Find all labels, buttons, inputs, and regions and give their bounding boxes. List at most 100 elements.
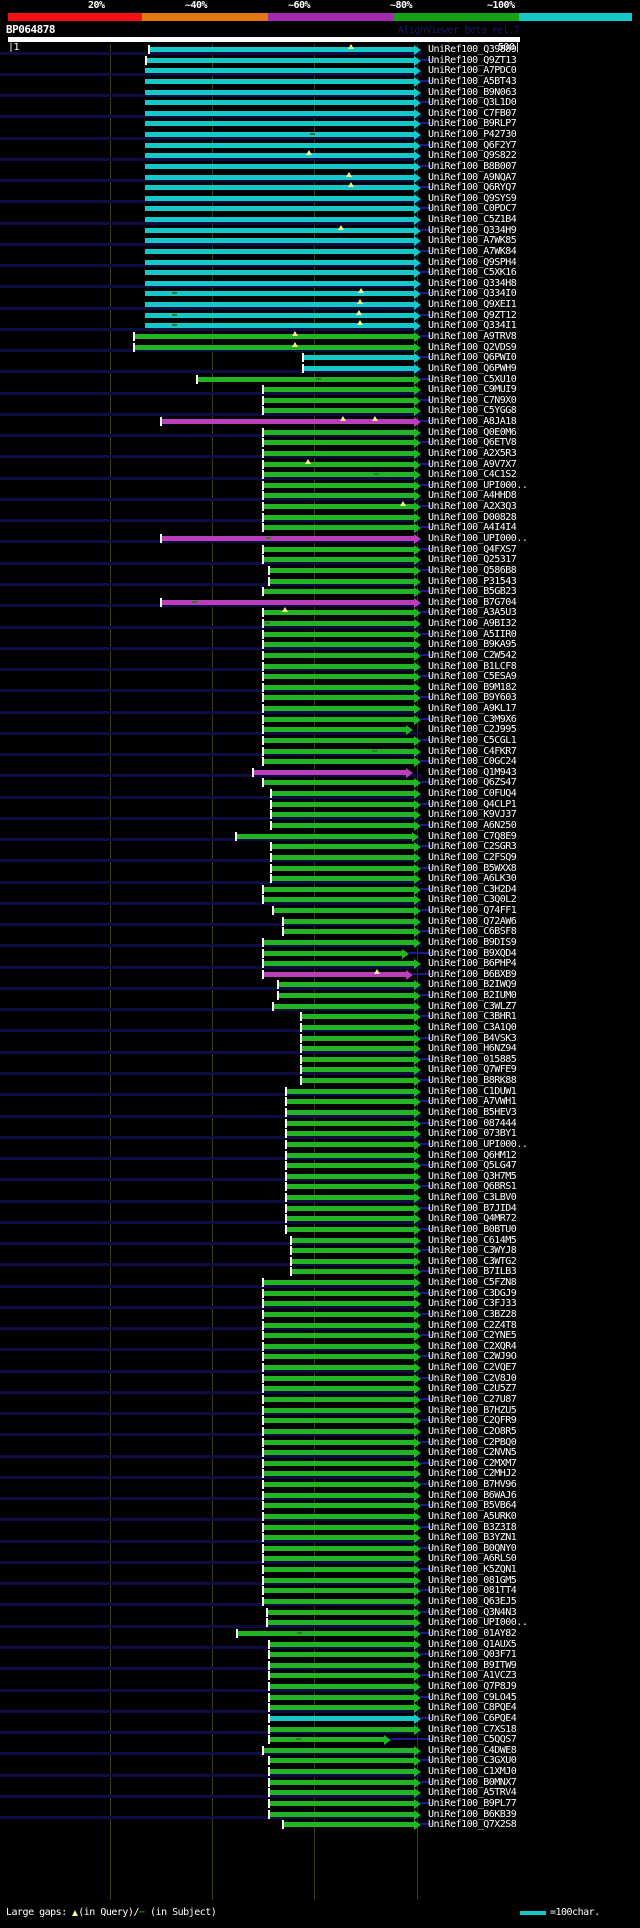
hit-label[interactable]: UniRef100_Q334H8 xyxy=(428,277,517,289)
alignment-row[interactable]: UniRef100_087444 xyxy=(0,1118,640,1129)
hit-bar[interactable] xyxy=(285,1195,414,1201)
hit-label[interactable]: UniRef100_C3A1Q0 xyxy=(428,1021,517,1033)
hit-label[interactable]: UniRef100_B3YZN1 xyxy=(428,1532,517,1544)
hit-bar[interactable] xyxy=(145,121,414,127)
hit-bar[interactable] xyxy=(268,1800,414,1806)
hit-label[interactable]: UniRef100_C7N9X0 xyxy=(428,394,517,406)
hit-label[interactable]: UniRef100_C4FKR7 xyxy=(428,745,517,757)
alignment-row[interactable]: UniRef100_C3BHR1 xyxy=(0,1011,640,1023)
hit-bar[interactable] xyxy=(145,68,414,74)
alignment-row[interactable]: UniRef100_P31543 xyxy=(0,576,640,587)
alignment-row[interactable]: UniRef100_C3A1Q0 xyxy=(0,1022,640,1033)
alignment-row[interactable]: UniRef100_A7WK85 xyxy=(0,235,640,247)
alignment-row[interactable]: UniRef100_B9KA95 xyxy=(0,639,640,651)
hit-bar[interactable] xyxy=(262,748,414,754)
alignment-row[interactable]: UniRef100_Q6BRS1 xyxy=(0,1181,640,1193)
hit-label[interactable]: UniRef100_C7Q8E9 xyxy=(428,830,517,842)
alignment-row[interactable]: UniRef100_B9XQD4 xyxy=(0,948,640,959)
alignment-row[interactable]: UniRef100_Q7WFE9 xyxy=(0,1064,640,1076)
hit-label[interactable]: UniRef100_A7WK85 xyxy=(428,235,517,247)
alignment-row[interactable]: UniRef100_Q39889 xyxy=(0,44,640,55)
alignment-row[interactable]: UniRef100_C3Q0L2 xyxy=(0,894,640,906)
alignment-row[interactable]: UniRef100_A6RLS0 xyxy=(0,1553,640,1565)
hit-label[interactable]: UniRef100_H6NZ94 xyxy=(428,1043,517,1055)
hit-label[interactable]: UniRef100_B4VSK3 xyxy=(428,1032,517,1044)
hit-label[interactable]: UniRef100_A1VCZ3 xyxy=(428,1670,517,1682)
hit-label[interactable]: UniRef100_C3WLZ7 xyxy=(428,1000,517,1012)
hit-label[interactable]: UniRef100_Q9ZT13 xyxy=(428,54,517,66)
hit-label[interactable]: UniRef100_A7PDC0 xyxy=(428,65,517,77)
alignment-row[interactable]: UniRef100_K9VJ37 xyxy=(0,809,640,821)
hit-bar[interactable] xyxy=(160,419,414,425)
hit-label[interactable]: UniRef100_C2SGR3 xyxy=(428,841,517,853)
hit-label[interactable]: UniRef100_Q4FXS7 xyxy=(428,543,517,555)
hit-bar[interactable] xyxy=(300,1078,414,1084)
hit-bar[interactable] xyxy=(268,1726,414,1732)
hit-label[interactable]: UniRef100_B6WAJ6 xyxy=(428,1489,517,1501)
hit-label[interactable]: UniRef100_Q0E0M6 xyxy=(428,426,517,438)
hit-label[interactable]: UniRef100_C2FSQ9 xyxy=(428,851,517,863)
hit-label[interactable]: UniRef100_C1XMJ0 xyxy=(428,1766,517,1778)
hit-label[interactable]: UniRef100_Q7X2S8 xyxy=(428,1819,517,1831)
hit-label[interactable]: UniRef100_A5IIR0 xyxy=(428,628,517,640)
alignment-row[interactable]: UniRef100_C7XS18 xyxy=(0,1724,640,1735)
hit-bar[interactable] xyxy=(270,865,414,871)
hit-bar[interactable] xyxy=(262,1567,414,1573)
hit-bar[interactable] xyxy=(145,302,414,308)
hit-label[interactable]: UniRef100_C3BZ28 xyxy=(428,1308,517,1320)
hit-label[interactable]: UniRef100_Q72AW6 xyxy=(428,915,517,927)
hit-label[interactable]: UniRef100_B0QNY0 xyxy=(428,1542,517,1554)
alignment-row[interactable]: UniRef100_B6PHP4 xyxy=(0,958,640,970)
alignment-row[interactable]: UniRef100_C3H2D4 xyxy=(0,884,640,895)
hit-label[interactable]: UniRef100_Q6PWI0 xyxy=(428,352,517,364)
hit-label[interactable]: UniRef100_K9VJ37 xyxy=(428,809,517,821)
hit-label[interactable]: UniRef100_B7ILB3 xyxy=(428,1266,517,1278)
hit-label[interactable]: UniRef100_081GM5 xyxy=(428,1574,517,1586)
alignment-row[interactable]: UniRef100_C2YNE5 xyxy=(0,1330,640,1342)
hit-bar[interactable] xyxy=(262,897,414,903)
alignment-row[interactable]: UniRef100_B5WXX8 xyxy=(0,863,640,874)
hit-bar[interactable] xyxy=(262,1354,414,1360)
alignment-row[interactable]: UniRef100_B6WAJ6 xyxy=(0,1490,640,1501)
hit-bar[interactable] xyxy=(277,982,414,988)
alignment-row[interactable]: UniRef100_Q7P8J9 xyxy=(0,1681,640,1693)
alignment-row[interactable]: UniRef100_Q6F2Y7 xyxy=(0,140,640,151)
alignment-row[interactable]: UniRef100_B1LCF8 xyxy=(0,661,640,672)
hit-bar[interactable] xyxy=(145,291,414,297)
hit-bar[interactable] xyxy=(148,47,414,52)
alignment-row[interactable]: UniRef100_A2X3Q3 xyxy=(0,501,640,513)
hit-bar[interactable] xyxy=(268,1652,414,1658)
hit-bar[interactable] xyxy=(262,429,414,435)
hit-bar[interactable] xyxy=(262,1280,414,1286)
hit-label[interactable]: UniRef100_Q9ZT12 xyxy=(428,309,517,321)
hit-bar[interactable] xyxy=(285,1152,414,1158)
hit-bar[interactable] xyxy=(270,812,414,818)
alignment-row[interactable]: UniRef100_Q72AW6 xyxy=(0,916,640,927)
hit-label[interactable]: UniRef100_A6LK30 xyxy=(428,873,517,885)
alignment-row[interactable]: UniRef100_B0MNX7 xyxy=(0,1777,640,1788)
alignment-row[interactable]: UniRef100_A4HHD8 xyxy=(0,490,640,502)
alignment-row[interactable]: UniRef100_B6BXB9 xyxy=(0,968,640,980)
alignment-row[interactable]: UniRef100_C5XU10 xyxy=(0,374,640,385)
hit-bar[interactable] xyxy=(285,1184,414,1190)
hit-bar[interactable] xyxy=(262,1322,414,1328)
hit-label[interactable]: UniRef100_Q3L1D0 xyxy=(428,97,517,109)
hit-bar[interactable] xyxy=(262,1333,414,1339)
alignment-row[interactable]: UniRef100_K5ZQN1 xyxy=(0,1564,640,1576)
alignment-row[interactable]: UniRef100_A3A5U3 xyxy=(0,607,640,619)
hit-label[interactable]: UniRef100_A6N250 xyxy=(428,819,517,831)
hit-bar[interactable] xyxy=(282,918,414,924)
alignment-row[interactable]: UniRef100_C3LBV0 xyxy=(0,1192,640,1204)
hit-label[interactable]: UniRef100_Q4MR72 xyxy=(428,1213,517,1225)
hit-label[interactable]: UniRef100_C3M9X6 xyxy=(428,713,517,725)
hit-bar[interactable] xyxy=(270,822,414,828)
hit-bar[interactable] xyxy=(268,1737,384,1743)
alignment-row[interactable]: UniRef100_P42730 xyxy=(0,129,640,141)
alignment-row[interactable]: UniRef100_C2J995 xyxy=(0,724,640,736)
hit-bar[interactable] xyxy=(300,1067,414,1073)
hit-label[interactable]: UniRef100_C7FB07 xyxy=(428,107,517,119)
hit-bar[interactable] xyxy=(282,1822,414,1828)
hit-bar[interactable] xyxy=(262,950,402,956)
alignment-row[interactable]: UniRef100_Q25317 xyxy=(0,554,640,566)
alignment-row[interactable]: UniRef100_C4FKR7 xyxy=(0,746,640,757)
